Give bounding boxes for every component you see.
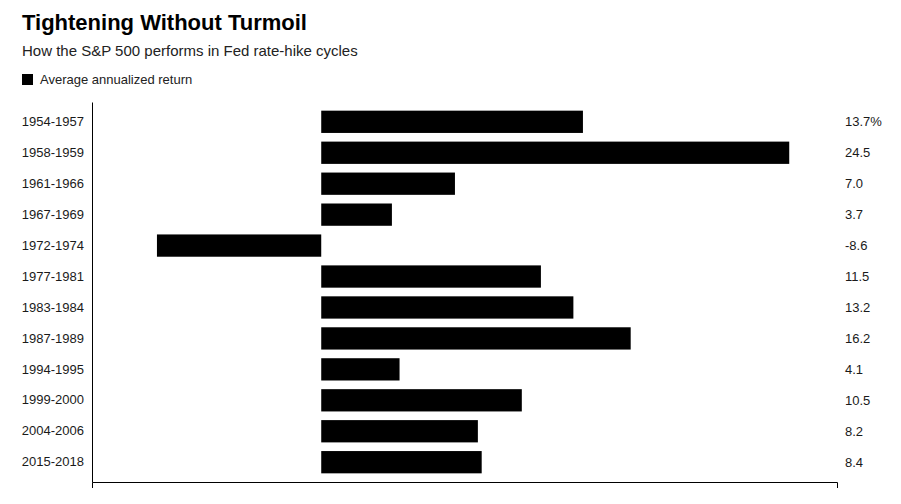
y-tick: 1977-1981 <box>22 269 92 284</box>
y-tick-label: 1977-1981 <box>22 269 84 284</box>
legend-swatch <box>22 74 33 85</box>
bar <box>321 358 399 380</box>
title: Tightening Without Turmoil <box>22 10 307 35</box>
bar <box>321 265 541 287</box>
bar <box>321 296 573 318</box>
data-labels: 13.7% 24.5 7.0 3.7 -8.6 11.5 13.2 16.2 4.1 10.5 8.… <box>845 114 882 469</box>
subtitle: How the S&P 500 performs in Fed rate-hik… <box>22 42 358 59</box>
bars <box>157 111 789 474</box>
bar <box>321 203 392 225</box>
legend: Average annualized return <box>22 72 192 87</box>
y-tick-label: 1987-1989 <box>22 331 84 346</box>
legend-label: Average annualized return <box>40 72 192 87</box>
bar <box>321 327 630 349</box>
x-axis <box>93 483 838 489</box>
y-tick-label: 1967-1969 <box>22 207 84 222</box>
data-label: 8.2 <box>845 424 863 439</box>
bar <box>321 451 481 473</box>
legend-item: Average annualized return <box>22 72 192 87</box>
y-tick: 1958-1959 <box>22 145 92 160</box>
bar <box>321 111 583 133</box>
y-tick: 1967-1969 <box>22 207 92 222</box>
y-tick: 1994-1995 <box>22 362 92 377</box>
data-label: 10.5 <box>845 393 870 408</box>
y-tick: 1987-1989 <box>22 331 92 346</box>
bar <box>157 234 321 256</box>
data-label: 16.2 <box>845 331 870 346</box>
y-tick: 2004-2006 <box>22 423 92 438</box>
y-tick: 1954-1957 <box>22 114 92 129</box>
y-tick-label: 1999-2000 <box>22 392 84 407</box>
data-label: 24.5 <box>845 145 870 160</box>
bar <box>321 389 522 411</box>
data-label: 4.1 <box>845 362 863 377</box>
y-tick-label: 1958-1959 <box>22 145 84 160</box>
y-tick-label: 1961-1966 <box>22 176 84 191</box>
y-tick-label: 2015-2018 <box>22 454 84 469</box>
data-label: 13.2 <box>845 300 870 315</box>
y-tick: 2015-2018 <box>22 454 92 469</box>
y-tick-label: 1954-1957 <box>22 114 84 129</box>
data-label: 11.5 <box>845 269 869 284</box>
chart: Tightening Without Turmoil How the S&P 50… <box>0 0 901 504</box>
y-axis-line <box>92 103 93 483</box>
y-tick-label: 2004-2006 <box>22 423 84 438</box>
y-tick-label: 1983-1984 <box>22 300 84 315</box>
data-label: 8.4 <box>845 455 863 470</box>
bar <box>321 173 455 195</box>
data-label: 7.0 <box>845 176 863 191</box>
bar <box>321 142 789 164</box>
data-label: 3.7 <box>845 207 863 222</box>
x-axis-line <box>93 483 838 489</box>
y-tick-label: 1994-1995 <box>22 362 84 377</box>
y-axis: 1954-1957 1958-1959 1961-1966 1967-1969 1972… <box>22 103 93 483</box>
y-tick: 1983-1984 <box>22 300 92 315</box>
y-tick: 1999-2000 <box>22 392 92 407</box>
data-label: -8.6 <box>845 238 867 253</box>
y-tick-label: 1972-1974 <box>22 238 84 253</box>
y-tick: 1961-1966 <box>22 176 92 191</box>
plot-area: 1954-1957 1958-1959 1961-1966 1967-1969 1972… <box>22 103 882 489</box>
data-label: 13.7% <box>845 114 882 129</box>
y-tick: 1972-1974 <box>22 238 92 253</box>
bar <box>321 420 478 442</box>
